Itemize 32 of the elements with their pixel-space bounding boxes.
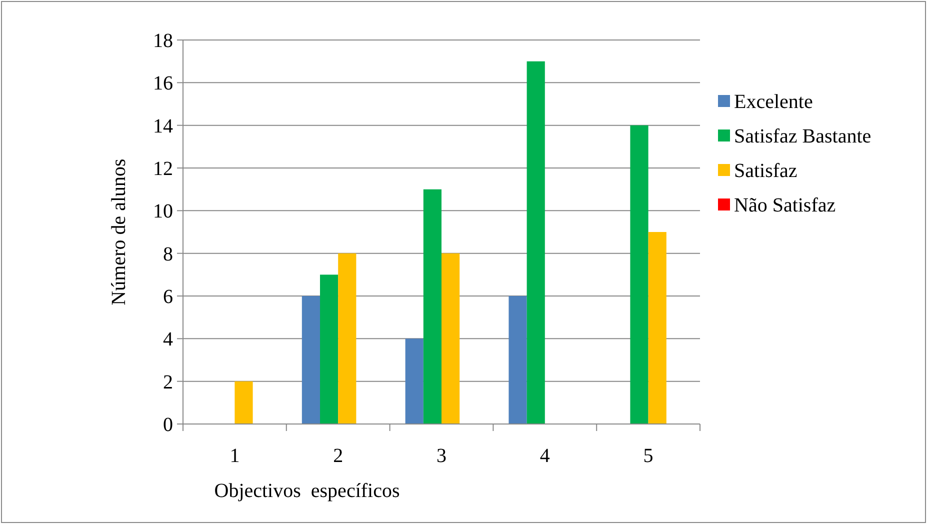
bar xyxy=(423,189,442,424)
y-tick-label: 6 xyxy=(163,286,173,308)
x-tick-label: 4 xyxy=(540,445,550,467)
x-tick-label: 1 xyxy=(230,445,240,467)
bar xyxy=(508,296,527,424)
y-tick-label: 8 xyxy=(163,243,173,266)
y-tick-label: 0 xyxy=(163,414,173,436)
bar xyxy=(320,274,338,424)
y-axis-title: Número de alunos xyxy=(108,158,130,306)
bar xyxy=(405,338,424,424)
bar xyxy=(302,296,320,424)
bar xyxy=(442,253,460,424)
x-tick-label: 2 xyxy=(333,445,344,467)
y-tick-label: 4 xyxy=(163,328,173,351)
legend-label: Satisfaz Bastante xyxy=(734,126,872,148)
y-tick-label: 12 xyxy=(153,158,173,180)
legend-label: Satisfaz xyxy=(734,160,798,182)
bar xyxy=(234,381,253,424)
bar xyxy=(648,232,666,424)
y-tick-label: 14 xyxy=(153,115,173,138)
y-tick-label: 16 xyxy=(153,72,173,95)
legend-label: Não Satisfaz xyxy=(734,194,836,216)
bar xyxy=(630,125,648,424)
x-tick-label: 5 xyxy=(643,445,654,467)
x-tick-label: 3 xyxy=(436,445,446,467)
y-tick-label: 18 xyxy=(153,30,173,52)
y-tick-label: 10 xyxy=(153,200,173,223)
y-tick-label: 2 xyxy=(163,371,173,394)
x-axis-title: Objectivos específicos xyxy=(214,480,400,502)
bar xyxy=(338,253,356,424)
bar xyxy=(526,61,545,424)
legend-label: Excelente xyxy=(734,91,813,113)
